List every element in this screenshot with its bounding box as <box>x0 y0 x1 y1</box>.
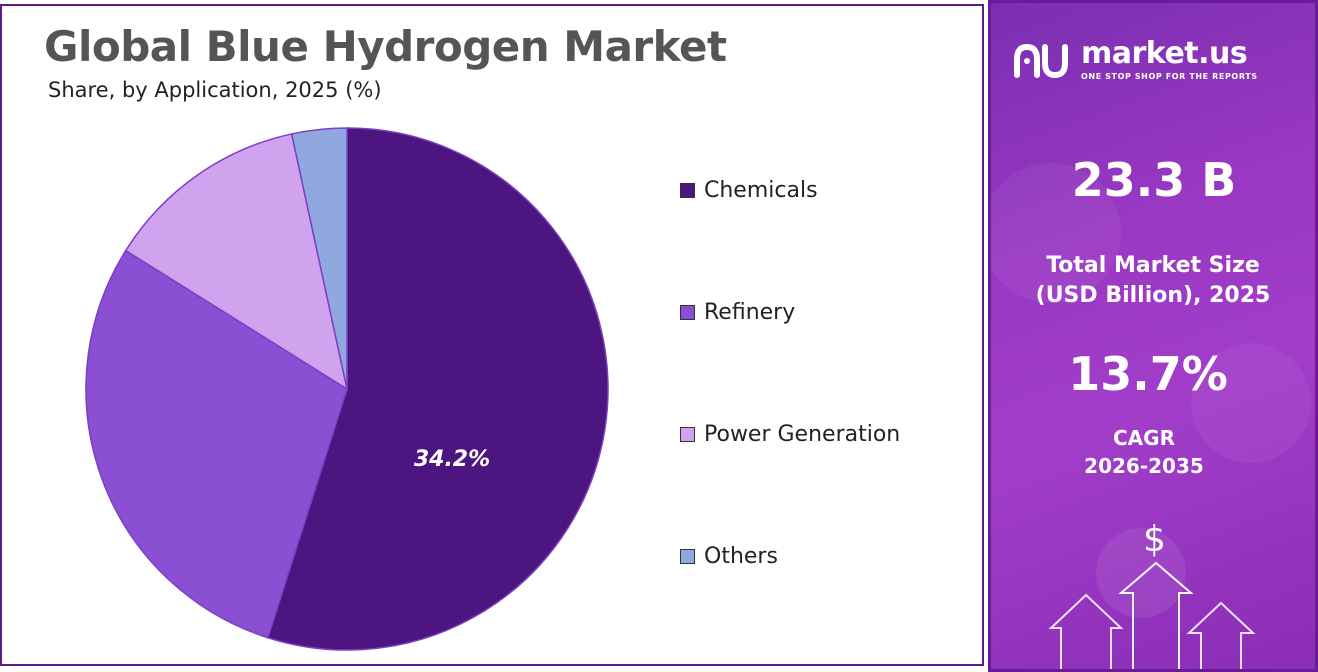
cagr-label-line2: 2026-2035 <box>1084 454 1204 478</box>
legend-swatch-refinery <box>680 305 695 320</box>
arrow-up-right-icon <box>1186 601 1256 669</box>
legend-swatch-others <box>680 549 695 564</box>
pie-chart: 34.2% <box>85 127 609 651</box>
market-size-label-line1: Total Market Size <box>1046 253 1260 278</box>
legend-item-refinery: Refinery <box>680 300 795 325</box>
data-label-chemicals: 34.2% <box>414 447 490 472</box>
pie-slice-power-generation <box>124 133 349 391</box>
chart-title: Global Blue Hydrogen Market <box>44 22 727 71</box>
pie-slice-chemicals <box>266 127 609 651</box>
brand-logo: market.us ONE STOP SHOP FOR THE REPORTS <box>1011 39 1258 81</box>
market-summary-panel: market.us ONE STOP SHOP FOR THE REPORTS … <box>988 0 1318 672</box>
brand-name: market.us <box>1081 36 1248 71</box>
legend-swatch-chemicals <box>680 183 695 198</box>
legend-label-others: Others <box>704 544 778 569</box>
chart-subtitle: Share, by Application, 2025 (%) <box>48 78 382 102</box>
pie-slice-others <box>290 127 348 390</box>
cagr-value: 13.7% <box>1068 347 1228 401</box>
cagr-label-line1: CAGR <box>1113 426 1175 450</box>
dollar-icon: $ <box>1143 519 1166 560</box>
legend-label-power-generation: Power Generation <box>704 422 901 447</box>
background-decoration <box>991 163 1311 669</box>
arrow-up-center-icon <box>1118 561 1194 669</box>
chart-panel: Global Blue Hydrogen Market Share, by Ap… <box>0 4 984 666</box>
brand-tagline: ONE STOP SHOP FOR THE REPORTS <box>1081 72 1258 81</box>
market-size-label-line2: (USD Billion), 2025 <box>1035 283 1271 308</box>
market-us-logo-icon <box>1014 43 1068 79</box>
legend-label-chemicals: Chemicals <box>704 178 818 203</box>
legend-item-chemicals: Chemicals <box>680 178 818 203</box>
legend-label-refinery: Refinery <box>704 300 796 325</box>
legend-item-power-generation: Power Generation <box>680 422 900 447</box>
pie-slice-refinery <box>85 249 348 639</box>
legend-item-others: Others <box>680 544 778 569</box>
market-size-value: 23.3 B <box>1071 153 1237 207</box>
legend-swatch-power-generation <box>680 427 695 442</box>
arrow-up-left-icon <box>1048 593 1124 669</box>
